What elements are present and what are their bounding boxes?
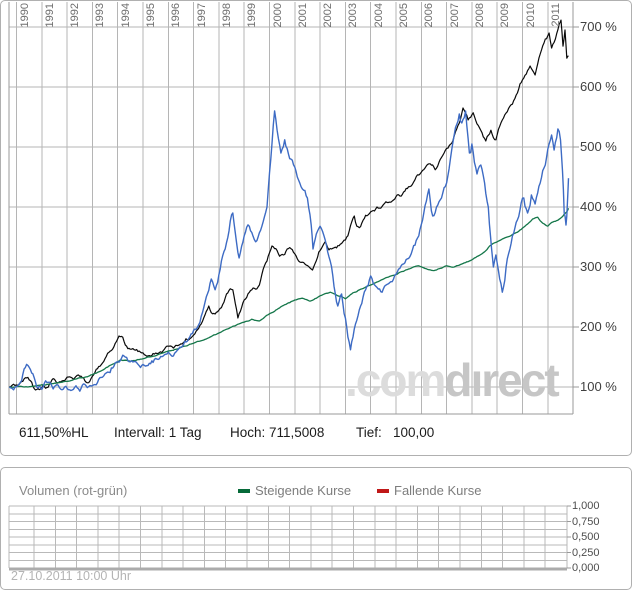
year-label: 1991 (43, 3, 56, 28)
price-chart-panel: 1990 1991 1992 1993 1994 1995 1996 1997 1998 1999… (0, 0, 632, 456)
volume-axis-label: 0,500 (572, 531, 600, 543)
legend-rising-courses: Steigende Kurse (238, 483, 351, 498)
year-label: 2008 (473, 3, 486, 28)
year-label: 2010 (524, 3, 537, 28)
percent-label: 400 % (580, 199, 617, 214)
black-series (9, 19, 569, 391)
year-label: 1996 (170, 3, 183, 28)
year-label: 1998 (220, 3, 233, 28)
legend-falling-courses: Fallende Kurse (377, 483, 481, 498)
volume-axis-label: 1,000 (572, 500, 600, 512)
year-label: 2000 (271, 3, 284, 28)
chart-stats-row: 611,50%HL Intervall: 1 Tag Hoch: 711,500… (1, 422, 631, 444)
volume-axis-label: 0,250 (572, 546, 600, 559)
falling-courses-marker-icon (377, 488, 389, 493)
volume-panel: Volumen (rot-grün) Steigende Kurse Falle… (0, 467, 632, 590)
year-label: 1995 (145, 3, 157, 28)
watermark-prefix: .com (345, 354, 446, 406)
interval-label: Intervall: 1 Tag (114, 425, 202, 440)
percent-label: 600 % (580, 79, 617, 94)
year-label: 1999 (246, 3, 259, 28)
percent-label: 100 % (580, 379, 617, 394)
year-label: 1997 (195, 3, 208, 28)
percent-label: 300 % (580, 259, 617, 274)
price-chart-plot[interactable] (1, 1, 632, 456)
comdirect-watermark: .comdırect (345, 353, 560, 407)
year-label: 2005 (398, 3, 410, 28)
percent-label: 700 % (580, 19, 617, 34)
percent-label: 200 % (580, 319, 617, 334)
year-label: 2001 (296, 3, 309, 28)
year-label: 2003 (347, 3, 360, 28)
year-label: 1990 (18, 3, 31, 28)
watermark-suffix: dırect (444, 354, 559, 406)
volume-axis-label: 0,000 (572, 562, 600, 574)
year-label: 2006 (423, 3, 436, 28)
year-label: 2007 (448, 3, 461, 28)
blue-series (9, 110, 570, 392)
volume-axis-label: 0,750 (572, 515, 600, 528)
legend-falling-label: Fallende Kurse (394, 483, 482, 498)
percent-label: 500 % (580, 139, 617, 154)
year-label: 2011 (549, 3, 562, 27)
legend-rising-label: Steigende Kurse (255, 483, 352, 498)
year-label: 1993 (94, 3, 107, 28)
low-value: 100,00 (393, 425, 435, 440)
chart-timestamp: 27.10.2011 10:00 Uhr (11, 569, 132, 583)
green-series (9, 207, 570, 388)
high-label: Hoch: 711,5008 (230, 425, 325, 440)
year-label: 1994 (119, 3, 132, 28)
volume-title: Volumen (rot-grün) (19, 483, 128, 498)
year-label: 2009 (499, 3, 512, 28)
year-label: 2002 (322, 3, 335, 28)
year-label: 2004 (372, 3, 385, 28)
volume-chart-plot[interactable] (1, 468, 632, 590)
low-label: Tief: (356, 425, 382, 440)
volume-zero-baseline (9, 567, 567, 571)
rising-courses-marker-icon (238, 488, 250, 493)
current-value-label: 611,50%HL (19, 425, 89, 440)
year-label: 1992 (69, 3, 82, 28)
